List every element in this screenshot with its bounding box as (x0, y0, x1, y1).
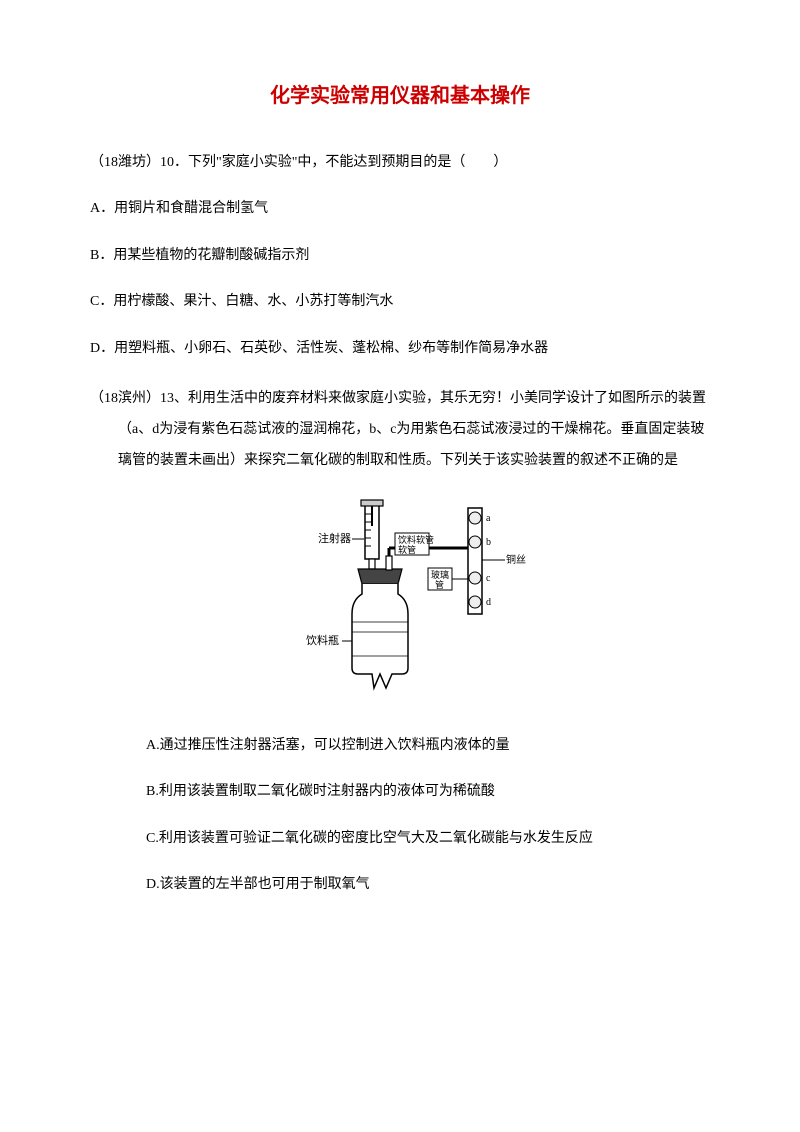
lbl-a: a (486, 513, 491, 524)
svg-text:玻璃: 玻璃 (431, 569, 449, 580)
q2-opt-d: D.该装置的左半部也可用于制取氧气 (90, 874, 710, 896)
q2-opt-c: C.利用该装置可验证二氧化碳的密度比空气大及二氧化碳能与水发生反应 (90, 828, 710, 850)
q1-opt-c: C．用柠檬酸、果汁、白糖、水、小苏打等制汽水 (90, 291, 710, 313)
lbl-c: c (486, 573, 491, 584)
diagram-container: 饮料软管 软管 a b c d 铜丝 玻璃 管 注射器 (90, 496, 710, 705)
apparatus-diagram: 饮料软管 软管 a b c d 铜丝 玻璃 管 注射器 (270, 496, 530, 705)
q1-stem: （18潍坊）10．下列"家庭小实验"中，不能达到预期目的是（ ） (90, 152, 710, 174)
q1-opt-d: D．用塑料瓶、小卵石、石英砂、活性炭、蓬松棉、纱布等制作简易净水器 (90, 338, 710, 360)
lbl-b: b (486, 537, 491, 548)
lbl-bottle: 饮料瓶 (306, 633, 339, 647)
svg-text:软管: 软管 (398, 544, 416, 555)
q1-opt-b: B．用某些植物的花瓣制酸碱指示剂 (90, 245, 710, 267)
page-title: 化学实验常用仪器和基本操作 (90, 80, 710, 112)
q2-opt-a: A.通过推压性注射器活塞，可以控制进入饮料瓶内液体的量 (90, 735, 710, 757)
lbl-d: d (486, 597, 491, 608)
q2-opt-b: B.利用该装置制取二氧化碳时注射器内的液体可为稀硫酸 (90, 781, 710, 803)
svg-text:管: 管 (435, 579, 444, 590)
lbl-syringe: 注射器 (318, 531, 351, 545)
q2-stem: （18滨州）13、利用生活中的废弃材料来做家庭小实验，其乐无穷！小美同学设计了如… (90, 384, 710, 476)
lbl-wire: 铜丝 (506, 554, 526, 566)
lbl-tube: 饮料软管 (398, 534, 434, 545)
q1-opt-a: A．用铜片和食醋混合制氢气 (90, 198, 710, 220)
